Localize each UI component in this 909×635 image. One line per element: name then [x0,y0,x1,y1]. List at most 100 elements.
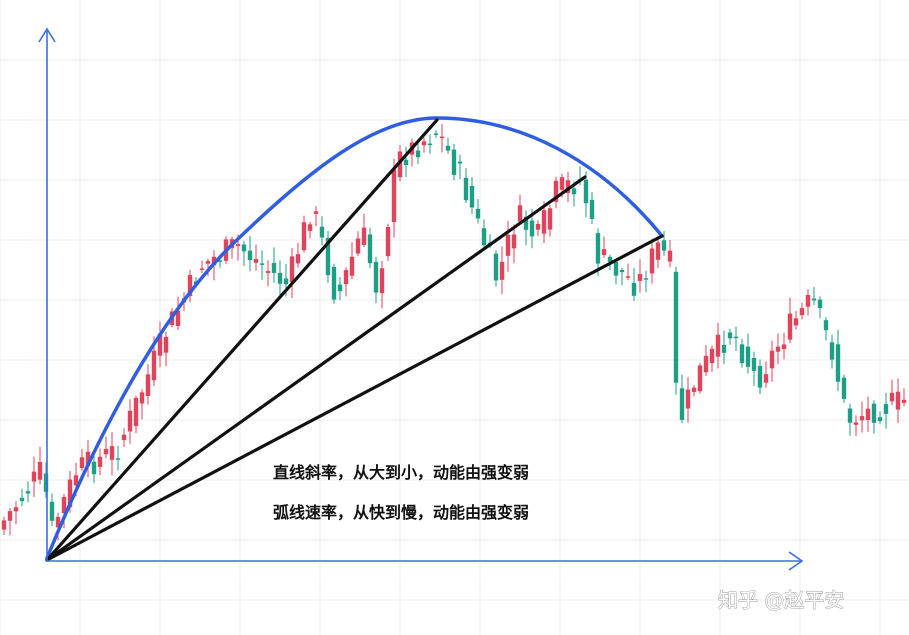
candle-down [817,299,823,308]
candle-down [115,458,121,460]
candle-up [127,410,133,432]
candle-down [373,261,379,293]
candle-down [871,403,877,423]
candle-up [313,211,319,214]
candle-down [751,358,757,371]
candle-down [841,377,847,399]
x-axis-arrow-icon [788,551,804,571]
candle-up [253,259,259,263]
candle-up [649,248,655,274]
candle-up [499,261,505,280]
candle-up [7,511,13,521]
candle-up [439,136,445,139]
momentum-arc [45,116,664,560]
candle-up [559,177,565,190]
y-axis-arrow-icon [38,27,56,43]
candle-down [631,283,637,296]
candle-down [493,253,499,281]
candle-up [793,318,799,326]
candle-down [619,270,625,273]
candle-up [709,348,715,363]
candle-down [883,404,889,414]
candle-up [187,275,193,297]
candle-up [31,471,37,482]
candle-up [97,456,103,467]
candle-up [805,295,811,307]
candle-down [463,177,469,201]
candle-down [571,188,577,195]
candle-down [325,237,331,276]
candle-up [349,256,355,276]
candle-up [715,334,721,357]
candle-down [823,320,829,331]
candle-down [445,145,451,151]
candle-up [289,256,295,283]
candle-up [901,399,907,403]
candle-up [859,416,865,421]
candle-up [625,276,631,278]
candle-down [811,298,817,301]
candle-down [319,226,325,238]
candle-up [151,350,157,381]
candle-up [301,222,307,251]
candle-down [241,244,247,252]
candle-up [67,479,73,508]
candle-up [655,242,661,260]
candle-up [133,397,139,427]
candle-up [199,268,205,270]
candle-up [307,224,313,231]
candle-up [343,270,349,285]
candle-up [295,254,301,264]
candle-up [421,141,427,146]
candle-down [19,497,25,502]
candle-down [43,473,49,492]
candle-up [1,520,7,530]
candle-up [787,313,793,340]
candle-down [271,263,277,273]
candle-down [337,284,343,292]
candle-down [523,216,529,230]
candle-up [391,169,397,223]
candle-down [745,346,751,367]
candle-down [469,185,475,208]
candle-down [475,208,481,219]
candle-down [757,366,763,388]
candle-up [79,457,85,468]
candle-up [361,227,367,245]
candle-up [865,408,871,420]
candle-up [205,261,211,264]
candle-up [121,434,127,440]
candle-down [733,336,739,339]
candle-down [613,261,619,276]
candle-down [415,150,421,158]
slope-line-1 [45,118,439,562]
candle-up [265,271,271,273]
candle-down [679,388,685,420]
watermark: 知乎 @赵平安 [718,588,844,612]
candle-up [565,180,571,193]
candle-up [853,422,859,425]
candle-down [367,234,373,264]
candle-up [763,374,769,383]
candle-up [547,208,553,230]
candle-up [37,462,43,480]
candle-up [505,234,511,256]
candle-up [379,268,385,294]
candle-down [331,266,337,300]
x-axis [46,551,804,571]
candle-down [49,501,55,521]
slope-line-3 [45,234,664,562]
candle-down [457,161,463,164]
candle-up [55,516,61,528]
candle-up [769,350,775,369]
candle-up [691,387,697,392]
candle-down [283,278,289,285]
annotation-arc: 弧线速率，从快到慢，动能由强变弱 [273,503,529,522]
candle-down [727,332,733,339]
candle-down [607,256,613,262]
candle-down [481,228,487,246]
candle-down [721,344,727,353]
candle-down [829,342,835,360]
candle-down [427,143,433,146]
